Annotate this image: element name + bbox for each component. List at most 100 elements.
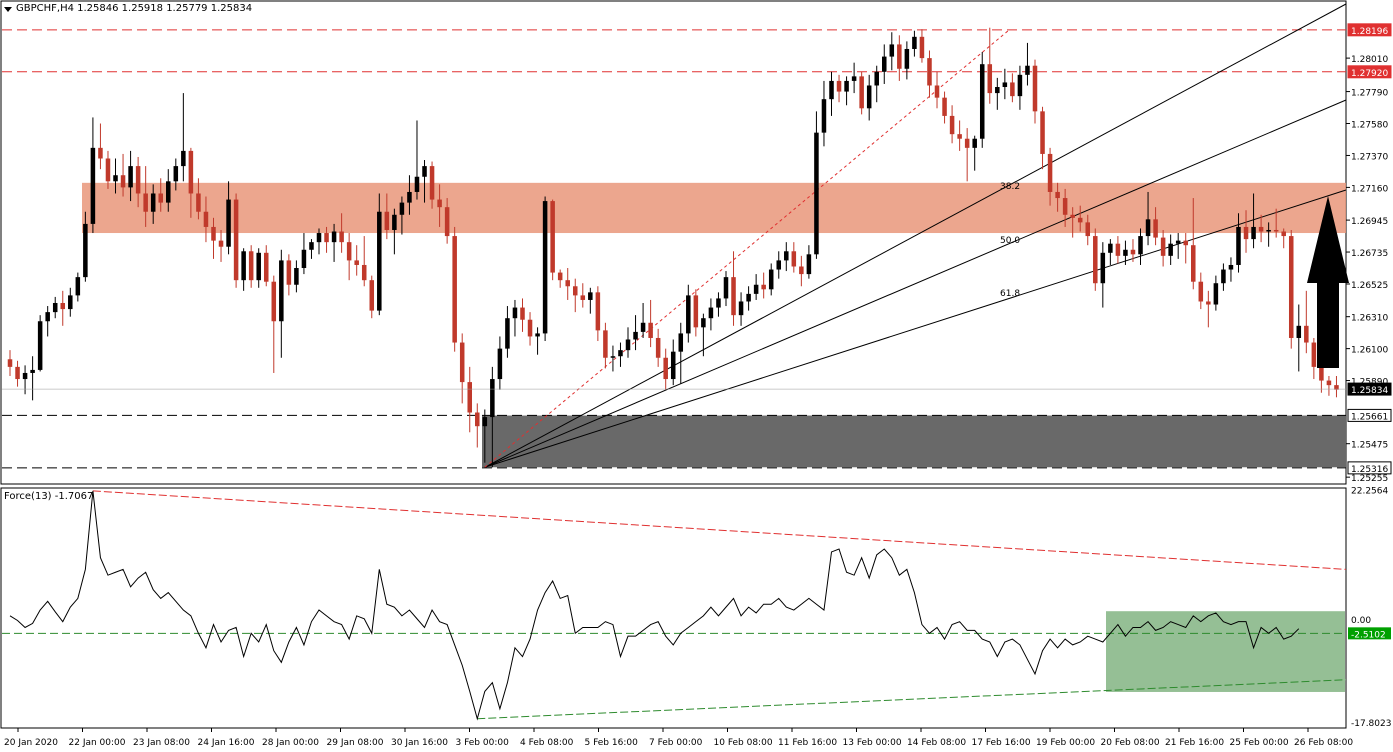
candle-body [475, 412, 480, 427]
candle-body [851, 76, 857, 81]
price-tick-label: 1.26945 [1351, 217, 1388, 227]
candle-body [1010, 82, 1015, 97]
time-tick-label: 30 Jan 16:00 [391, 738, 448, 748]
candle-body [686, 295, 691, 334]
candle-body [45, 312, 50, 322]
fib-fan-baseline [484, 28, 1011, 468]
candle-body [942, 97, 947, 116]
level-tag-label: 1.27920 [1351, 69, 1388, 79]
candle-body [30, 369, 35, 373]
fib-label: 50.0 [1000, 236, 1020, 246]
candle-body [1115, 243, 1121, 256]
candle-body [181, 150, 186, 167]
candle-body [346, 242, 352, 261]
candle-body [844, 80, 849, 92]
candle-body [120, 175, 126, 188]
candle-body [233, 199, 239, 281]
candle-body [444, 207, 450, 237]
candle-body [972, 138, 977, 148]
candle-body [655, 337, 661, 358]
candle-body [361, 264, 367, 281]
candle-body [1243, 226, 1249, 240]
candle-body [150, 193, 156, 212]
candle-body [248, 251, 254, 281]
candle-body [414, 176, 420, 192]
candle-body [263, 252, 269, 282]
candle-body [791, 251, 797, 267]
fib-fan-line [484, 3, 1347, 468]
force-tick-label: 0.00 [1351, 616, 1371, 626]
candle-body [339, 231, 344, 243]
candle-body [1221, 269, 1226, 284]
level-tag-label: 1.25834 [1351, 386, 1388, 396]
candle-body [437, 199, 442, 208]
time-tick-label: 4 Feb 08:00 [520, 738, 574, 748]
candle-body [196, 193, 201, 212]
candle-body [1130, 249, 1136, 255]
candle-body [633, 331, 638, 340]
candle-body [37, 321, 43, 370]
candle-body [256, 252, 261, 281]
candle-body [889, 44, 895, 57]
force-level-tag [1348, 627, 1391, 640]
price-tick-label: 1.27370 [1351, 152, 1388, 162]
candle-body [1025, 65, 1030, 75]
candle-body [881, 56, 887, 72]
symbol-header: GBPCHF,H4 1.25846 1.25918 1.25779 1.2583… [16, 3, 253, 14]
level-tag-label: 1.25661 [1351, 412, 1388, 422]
candle-body [670, 351, 676, 380]
candle-body [987, 64, 993, 94]
up-arrow-icon [1307, 196, 1349, 368]
price-tick-label: 1.26100 [1351, 346, 1388, 356]
candle-body [542, 201, 548, 334]
price-tick-label: 1.25890 [1351, 378, 1388, 388]
candle-body [1334, 385, 1339, 390]
candle-body [1168, 243, 1173, 256]
candle-body [979, 64, 985, 139]
price-panel-frame [0, 0, 1347, 485]
time-tick-label: 20 Jan 2020 [4, 738, 58, 748]
candle-body [113, 175, 118, 182]
candle-body [377, 211, 382, 311]
candle-body [422, 166, 427, 177]
force-zone [1106, 611, 1345, 692]
candle-body [68, 295, 73, 310]
candle-body [1251, 226, 1256, 240]
candle-body [294, 268, 299, 285]
candle-body [467, 382, 473, 413]
time-tick-label: 3 Feb 00:00 [456, 738, 510, 748]
level-tag [1347, 23, 1392, 37]
candle-body [331, 231, 337, 243]
time-tick-label: 10 Feb 08:00 [714, 738, 773, 748]
time-tick-label: 13 Feb 00:00 [843, 738, 902, 748]
time-tick-label: 24 Jan 16:00 [198, 738, 255, 748]
candle-body [761, 284, 766, 290]
candle-body [512, 307, 518, 319]
candle-body [1198, 281, 1204, 302]
dropdown-arrow-icon[interactable] [4, 7, 12, 12]
candle-body [746, 293, 751, 302]
candle-body [731, 277, 736, 316]
candle-body [286, 260, 292, 285]
candle-body [173, 166, 179, 182]
candle-body [836, 80, 842, 92]
price-tick-label: 1.27160 [1351, 184, 1388, 194]
level-tag [1347, 408, 1392, 422]
time-tick-label: 21 Feb 16:00 [1165, 738, 1224, 748]
candle-body [995, 87, 1000, 94]
time-tick-label: 23 Jan 08:00 [133, 738, 190, 748]
candle-body [1175, 240, 1181, 244]
candle-body [776, 260, 782, 270]
candle-body [1228, 264, 1234, 270]
candle-body [648, 322, 653, 338]
candle-body [934, 85, 940, 98]
level-tag [1347, 65, 1392, 79]
candle-body [7, 359, 13, 367]
candle-body [482, 417, 488, 427]
candle-body [1206, 301, 1211, 305]
candle-body [595, 292, 601, 331]
candle-body [618, 350, 623, 357]
time-tick-label: 5 Feb 16:00 [585, 738, 639, 748]
time-tick-label: 7 Feb 00:00 [649, 738, 703, 748]
force-series-line [9, 490, 1300, 721]
